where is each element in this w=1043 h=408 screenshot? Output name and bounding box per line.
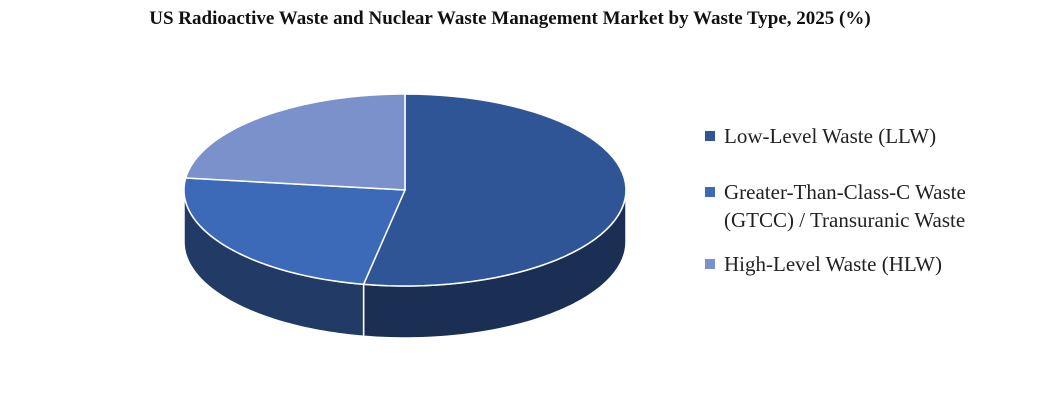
- legend-label: Greater-Than-Class-C Waste (GTCC) / Tran…: [724, 180, 966, 232]
- legend-swatch: [705, 131, 715, 141]
- legend-label: Low-Level Waste (LLW): [724, 124, 937, 148]
- legend-swatch: [705, 187, 715, 197]
- slice: [362, 93, 627, 287]
- legend-label: High-Level Waste (HLW): [724, 252, 942, 276]
- slice: [184, 93, 406, 191]
- legend-item: High-Level Waste (HLW): [705, 250, 1035, 278]
- chart-title: US Radioactive Waste and Nuclear Waste M…: [149, 8, 871, 29]
- chart: [183, 93, 627, 339]
- legend: Low-Level Waste (LLW) Greater-Than-Class-…: [705, 122, 1035, 306]
- legend-swatch: [705, 259, 715, 269]
- legend-item: Low-Level Waste (LLW): [705, 122, 1035, 150]
- slice: [183, 177, 407, 286]
- legend-item: Greater-Than-Class-C Waste (GTCC) / Tran…: [705, 178, 1035, 234]
